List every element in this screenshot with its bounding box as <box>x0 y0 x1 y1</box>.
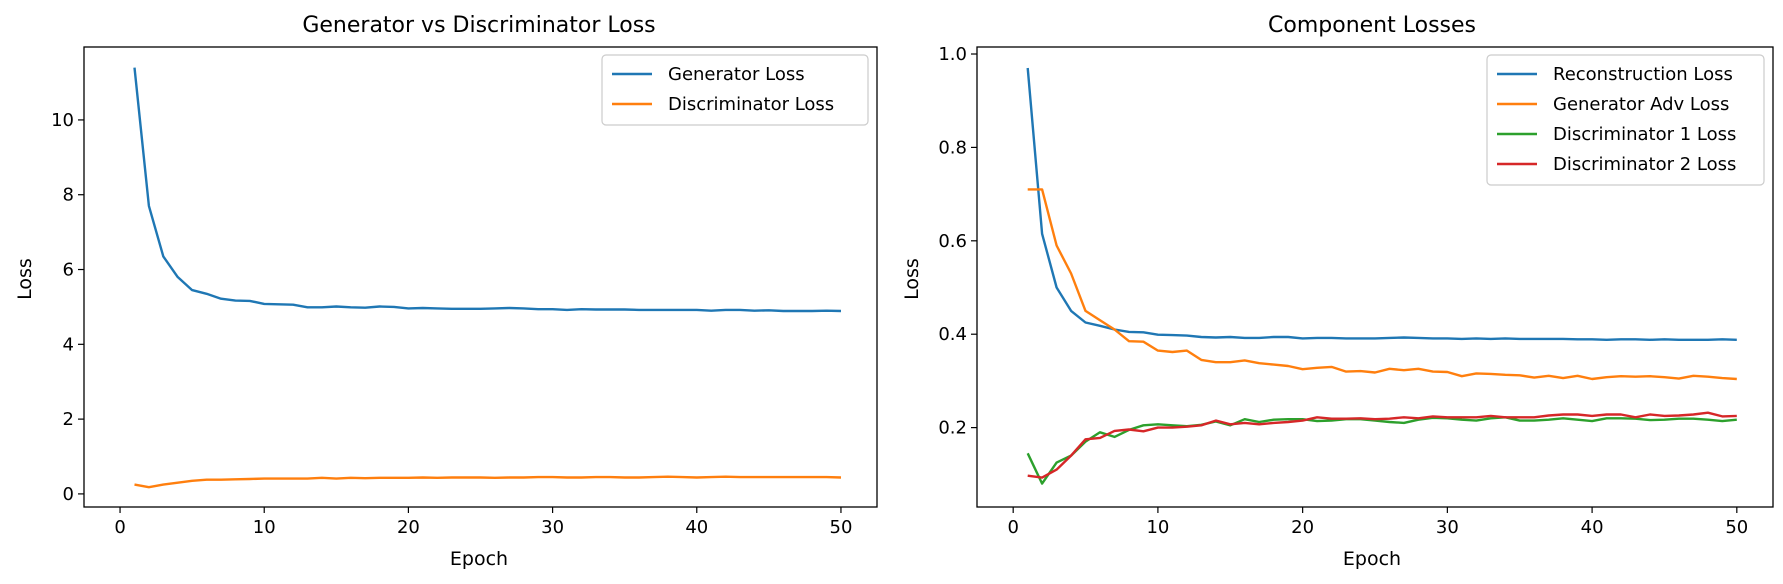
y-tick-label: 0 <box>63 484 74 505</box>
series-line-3 <box>1026 416 1737 485</box>
legend-label-2: Discriminator Loss <box>668 94 834 115</box>
x-tick-label: 10 <box>253 517 276 538</box>
chart-generator-vs-discriminator: Generator vs Discriminator Loss Epoch Lo… <box>14 13 878 570</box>
legend: Generator Loss Discriminator Loss <box>601 54 869 126</box>
plot-frame <box>83 46 878 508</box>
x-axis-label: Epoch <box>450 548 508 570</box>
legend-label-1: Generator Loss <box>668 64 805 85</box>
plot-frame <box>976 46 1774 508</box>
chart-title: Generator vs Discriminator Loss <box>302 13 655 38</box>
series-line-2 <box>1027 188 1737 381</box>
plot-area: 0 10 20 30 40 50 0.2 0.4 0.6 0.8 1.0 Reconstruction… <box>938 44 1774 538</box>
y-tick-label: 2 <box>63 409 74 430</box>
y-axis-label: Loss <box>14 258 36 300</box>
x-tick-label: 20 <box>1291 517 1314 538</box>
legend-label-1: Reconstruction Loss <box>1553 64 1733 85</box>
legend-box <box>601 54 869 126</box>
chart-component-losses: Component Losses Epoch Loss 0 10 20 30 40 500… <box>901 13 1774 570</box>
series-line-1 <box>1026 67 1737 341</box>
y-tick-label: 0.6 <box>938 231 967 252</box>
x-tick-label: 50 <box>1725 517 1748 538</box>
y-tick-label: 0.8 <box>938 137 967 158</box>
plot-area: 0 10 20 30 40 50 0 2 4 6 8 10 Generator Loss Discrimi… <box>51 46 878 538</box>
y-tick-label: 4 <box>63 334 74 355</box>
series-line-1 <box>133 67 842 313</box>
x-tick-label: 0 <box>114 517 125 538</box>
y-axis-label: Loss <box>901 258 923 300</box>
x-tick-label: 20 <box>397 517 420 538</box>
y-tick-label: 10 <box>51 110 74 131</box>
y-tick-label: 0.2 <box>938 418 967 439</box>
y-tick-label: 0.4 <box>938 324 967 345</box>
x-tick-label: 40 <box>685 517 708 538</box>
x-axis-label: Epoch <box>1343 548 1401 570</box>
x-tick-label: 50 <box>830 517 853 538</box>
y-tick-label: 6 <box>63 260 74 281</box>
series-line-4 <box>1027 411 1737 479</box>
x-tick-label: 10 <box>1146 517 1169 538</box>
series-line-2 <box>134 475 842 489</box>
x-tick-label: 30 <box>1436 517 1459 538</box>
x-tick-label: 0 <box>1007 517 1018 538</box>
x-tick-label: 30 <box>541 517 564 538</box>
legend-label-2: Generator Adv Loss <box>1553 94 1729 115</box>
legend-label-4: Discriminator 2 Loss <box>1553 154 1736 175</box>
y-tick-label: 1.0 <box>938 44 967 65</box>
legend-box <box>1486 54 1765 186</box>
y-tick-label: 8 <box>63 185 74 206</box>
legend: Reconstruction Loss Generator Adv Loss Dis… <box>1486 54 1765 186</box>
legend-label-3: Discriminator 1 Loss <box>1553 124 1736 145</box>
chart-title: Component Losses <box>1268 13 1476 38</box>
x-tick-label: 40 <box>1581 517 1604 538</box>
